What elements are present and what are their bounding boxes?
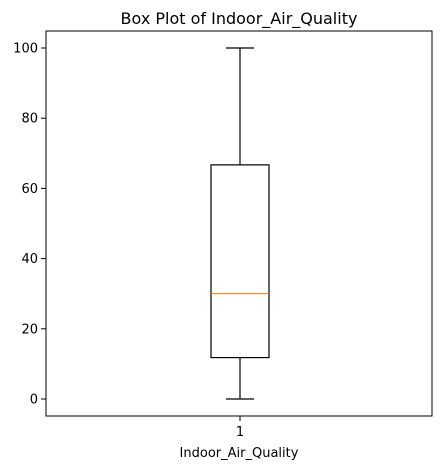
y-tick-label: 40 <box>21 252 38 267</box>
chart-title: Box Plot of Indoor_Air_Quality <box>121 9 358 29</box>
y-tick-label: 0 <box>30 393 38 408</box>
y-tick-label: 100 <box>13 42 38 57</box>
y-tick-label: 80 <box>21 112 38 127</box>
x-axis-label: Indoor_Air_Quality <box>180 446 299 461</box>
plot-area-frame <box>45 30 433 417</box>
y-tick-label: 20 <box>21 322 38 337</box>
x-axis: 1 <box>236 416 244 440</box>
y-tick-label: 60 <box>21 182 38 197</box>
x-tick-label: 1 <box>236 425 244 440</box>
box-series <box>210 47 270 400</box>
iqr-box <box>210 164 270 359</box>
y-axis: 0 20 40 60 80 100 <box>13 42 46 408</box>
